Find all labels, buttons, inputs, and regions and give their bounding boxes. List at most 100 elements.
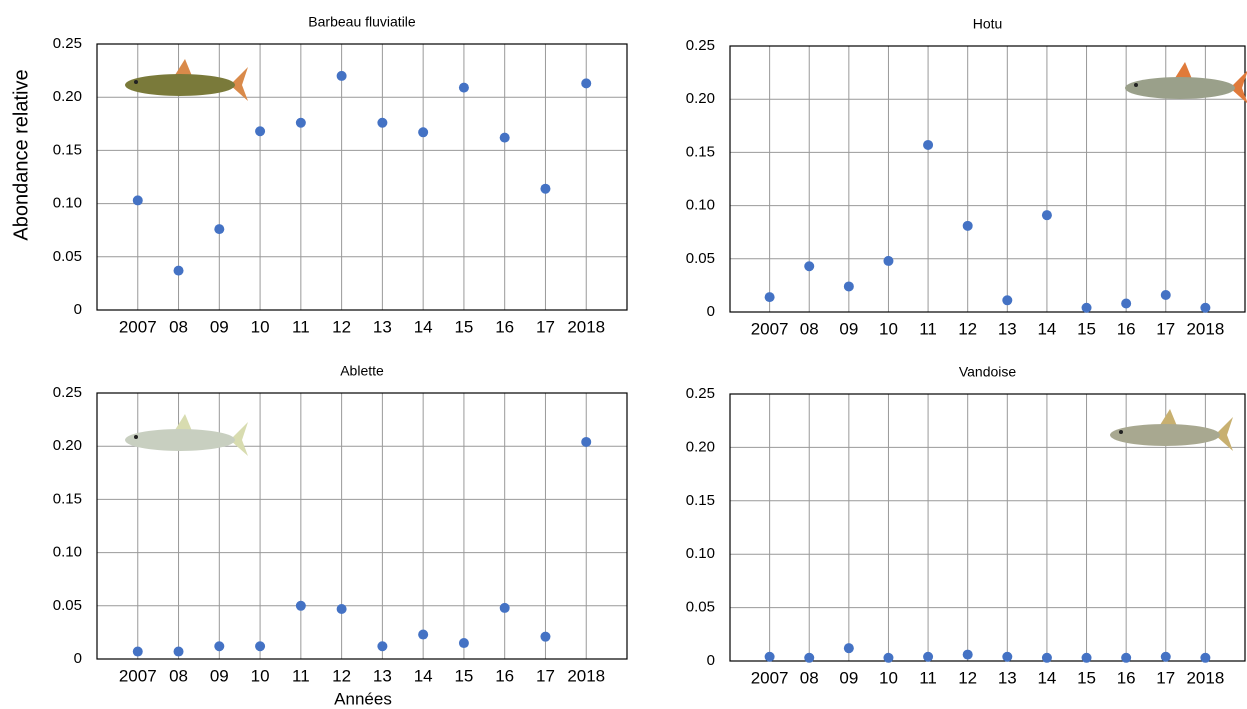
x-tick-label: 2007 [751,668,789,687]
data-point [540,631,551,642]
data-point [923,651,934,662]
data-point [804,652,815,663]
data-point [336,70,347,81]
chart-title: Ablette [340,363,384,379]
data-point [1200,302,1211,313]
data-point [418,127,429,138]
x-tick-label: 08 [800,319,819,338]
x-tick-label: 12 [332,666,351,685]
data-point [764,292,775,303]
data-point [923,139,934,150]
data-point [1121,652,1132,663]
plot-frame [729,393,1246,662]
data-point [883,255,894,266]
x-tick-label: 2018 [1186,319,1224,338]
x-tick-label: 09 [839,668,858,687]
x-tick-label: 14 [414,317,433,336]
x-tick-label: 15 [454,317,473,336]
data-point [764,651,775,662]
data-point [295,600,306,611]
fish-fin [1160,409,1177,426]
data-point [1121,298,1132,309]
fish-illustration [125,414,248,456]
x-tick-label: 09 [839,319,858,338]
data-point [843,281,854,292]
data-point [883,652,894,663]
y-tick-label: 0.20 [686,90,715,107]
x-tick-label: 11 [292,317,310,336]
y-tick-label: 0 [74,650,82,667]
fish-tail [1215,417,1233,451]
chart-title: Barbeau fluviatile [308,14,416,30]
y-tick-label: 0.10 [53,544,82,561]
data-point [132,646,143,657]
data-point [1081,302,1092,313]
x-tick-label: 09 [210,666,229,685]
data-point [1200,652,1211,663]
x-axis-label: Années [334,689,392,708]
x-tick-label: 2007 [751,319,789,338]
data-point [581,78,592,89]
x-tick-label: 13 [998,668,1017,687]
data-point [295,117,306,128]
fish-tail [230,422,248,456]
x-tick-label: 2018 [567,666,605,685]
data-point [1160,651,1171,662]
y-tick-label: 0.20 [686,438,715,455]
plot-frame [96,392,628,660]
x-tick-label: 13 [998,319,1017,338]
data-point [581,436,592,447]
x-tick-label: 12 [332,317,351,336]
y-tick-label: 0 [707,303,715,320]
data-point [1002,295,1013,306]
y-tick-label: 0.25 [686,37,715,54]
x-tick-label: 16 [1117,668,1136,687]
data-point [1160,289,1171,300]
y-tick-label: 0.15 [53,490,82,507]
chart-title: Hotu [973,16,1003,32]
x-tick-label: 16 [495,666,514,685]
data-point [377,117,388,128]
plot-frame [96,43,628,311]
data-point [540,183,551,194]
fish-illustration [1110,409,1233,451]
fish-illustration [1125,62,1247,104]
x-tick-label: 17 [1156,319,1175,338]
x-tick-label: 12 [958,319,977,338]
data-point [255,126,266,137]
data-point [458,638,469,649]
x-tick-label: 17 [1156,668,1175,687]
y-tick-label: 0.15 [686,492,715,509]
data-point [458,82,469,93]
y-tick-label: 0.10 [686,197,715,214]
y-tick-label: 0 [707,652,715,669]
x-tick-label: 08 [169,317,188,336]
x-tick-label: 17 [536,666,555,685]
x-tick-label: 11 [919,319,937,338]
data-point [336,603,347,614]
y-tick-label: 0.25 [686,385,715,402]
chart-title: Vandoise [959,364,1017,380]
data-point [255,641,266,652]
fish-eye [134,435,138,439]
fish-fin [175,414,192,431]
x-tick-label: 16 [495,317,514,336]
x-tick-label: 09 [210,317,229,336]
x-tick-label: 10 [879,668,898,687]
fish-body [125,74,235,96]
x-tick-label: 11 [919,668,937,687]
x-tick-label: 10 [251,666,270,685]
data-point [499,132,510,143]
y-tick-label: 0.05 [686,599,715,616]
x-tick-label: 13 [373,666,392,685]
y-tick-label: 0.15 [686,143,715,160]
data-point [173,646,184,657]
y-tick-label: 0 [74,301,82,318]
fish-body [125,429,235,451]
y-tick-label: 0.05 [53,597,82,614]
x-tick-label: 17 [536,317,555,336]
data-point [804,261,815,272]
data-point [377,641,388,652]
y-tick-label: 0.25 [53,384,82,401]
y-axis-label: Abondance relative [10,69,32,240]
